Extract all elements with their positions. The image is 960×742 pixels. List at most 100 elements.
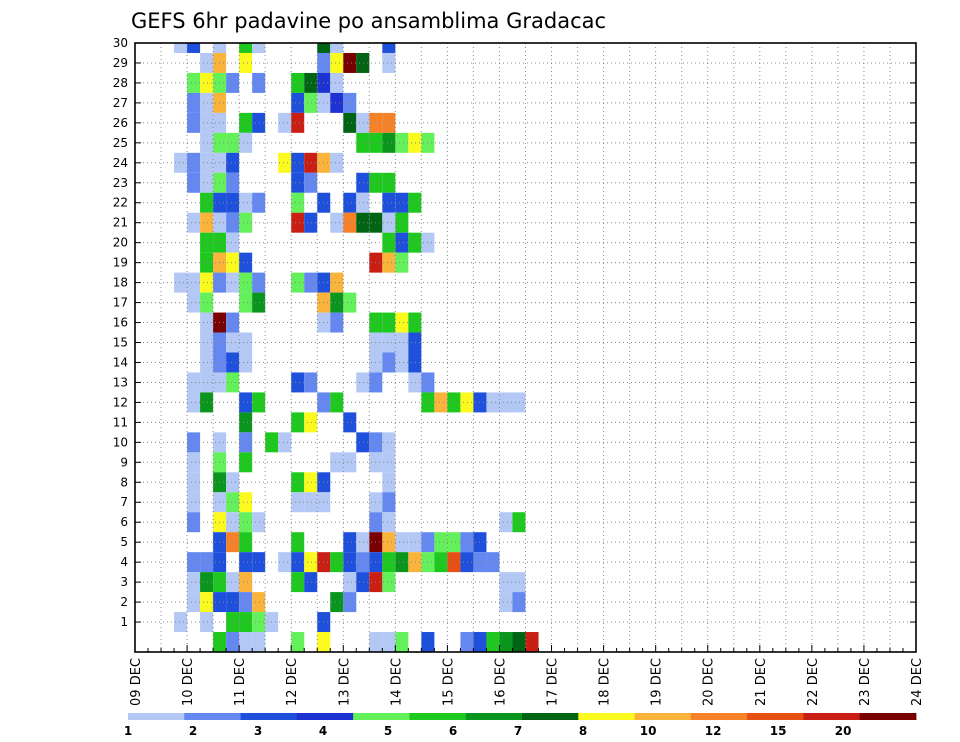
heatmap-cell: [356, 552, 370, 573]
heatmap-cell: [187, 212, 201, 233]
heatmap-cell: [226, 192, 240, 213]
y-tick-label: 25: [113, 136, 128, 150]
y-tick-label: 14: [113, 355, 128, 369]
heatmap-cell: [330, 292, 344, 313]
dotted-grid: [135, 42, 916, 652]
heatmap-cell: [252, 512, 266, 533]
heatmap-cell: [356, 572, 370, 593]
heatmap-cell: [408, 332, 422, 353]
heatmap-cell: [291, 212, 305, 233]
y-tick-label: 28: [113, 76, 128, 90]
heatmap-cell: [343, 412, 357, 433]
heatmap-cell: [200, 552, 214, 573]
heatmap-cell: [187, 452, 201, 473]
heatmap-cell: [343, 532, 357, 553]
heatmap-cell: [291, 192, 305, 213]
heatmap-cell: [226, 592, 240, 613]
heatmap-cell: [486, 552, 500, 573]
heatmap-cell: [239, 392, 253, 413]
heatmap-cell: [382, 232, 396, 253]
heatmap-cell: [304, 272, 318, 293]
heatmap-cell: [252, 72, 266, 93]
heatmap-cell: [174, 43, 188, 53]
heatmap-cell: [200, 572, 214, 593]
heatmap-cell: [304, 552, 318, 573]
heatmap-cell: [200, 312, 214, 333]
heatmap-cell: [278, 112, 292, 133]
heatmap-cell: [239, 512, 253, 533]
heatmap-cell: [187, 92, 201, 113]
heatmap-cell: [226, 252, 240, 273]
heatmap-cell: [330, 152, 344, 173]
colorbar-swatch: [128, 713, 185, 720]
colorbar-tick-label: 4: [319, 724, 327, 738]
heatmap-cell: [187, 592, 201, 613]
heatmap-cell: [291, 632, 305, 652]
heatmap-cell: [200, 372, 214, 393]
heatmap-cell: [330, 272, 344, 293]
y-tick-label: 18: [113, 276, 128, 290]
heatmap-cell: [460, 632, 474, 652]
heatmap-cell: [239, 532, 253, 553]
heatmap-cell: [278, 152, 292, 173]
heatmap-cell: [512, 592, 526, 613]
heatmap-cell: [291, 272, 305, 293]
heatmap-cell: [356, 432, 370, 453]
heatmap-cell: [395, 252, 409, 273]
heatmap-cell: [239, 112, 253, 133]
colorbar-tick-label: 8: [579, 724, 587, 738]
heatmap-cell: [395, 192, 409, 213]
y-tick-label: 6: [120, 515, 128, 529]
heatmap-cell: [304, 172, 318, 193]
heatmap-cell: [200, 72, 214, 93]
heatmap-cell: [226, 472, 240, 493]
heatmap-cell: [356, 532, 370, 553]
heatmap-cell: [395, 332, 409, 353]
heatmap-cell: [200, 252, 214, 273]
y-tick-label: 29: [113, 56, 128, 70]
colorbar-tick-label: 12: [705, 724, 722, 738]
heatmap-cell: [239, 572, 253, 593]
y-tick-label: 23: [113, 176, 128, 190]
heatmap-cell: [291, 372, 305, 393]
heatmap-cell: [187, 392, 201, 413]
x-axis-ticks: 09 DEC 10 DEC 11 DEC 12 DEC 13 DEC 14 DEC 15 D…: [129, 645, 925, 706]
heatmap-cell: [382, 512, 396, 533]
heatmap-cell: [447, 392, 461, 413]
heatmap-cell: [239, 612, 253, 633]
x-tick-label: 18 DEC: [598, 658, 613, 706]
heatmap-cell: [512, 632, 526, 652]
heatmap-cell: [187, 272, 201, 293]
y-tick-label: 16: [113, 316, 128, 330]
heatmap-cell: [304, 412, 318, 433]
heatmap-cell: [239, 492, 253, 513]
heatmap-cell: [291, 552, 305, 573]
heatmap-cell: [408, 532, 422, 553]
heatmap-cell: [239, 552, 253, 573]
heatmap-cell: [239, 452, 253, 473]
heatmap-cell: [512, 512, 526, 533]
heatmap-cell: [408, 312, 422, 333]
heatmap-cell: [200, 172, 214, 193]
x-tick-label: 24 DEC: [910, 658, 925, 706]
heatmap-cell: [200, 192, 214, 213]
heatmap-cell: [395, 632, 409, 652]
x-tick-label: 17 DEC: [546, 658, 561, 706]
heatmap-cell: [486, 632, 500, 652]
heatmap-cell: [447, 532, 461, 553]
heatmap-cell: [499, 392, 513, 413]
heatmap-cell: [226, 272, 240, 293]
heatmap-cell: [187, 492, 201, 513]
y-tick-label: 3: [120, 575, 128, 589]
y-tick-label: 7: [120, 495, 128, 509]
x-tick-label: 16 DEC: [494, 658, 509, 706]
heatmap-cell: [200, 132, 214, 153]
heatmap-cell: [512, 392, 526, 413]
y-tick-label: 12: [113, 395, 128, 409]
heatmap-cell: [226, 612, 240, 633]
heatmap-cell: [382, 552, 396, 573]
heatmap-cell: [252, 612, 266, 633]
heatmap-cell: [382, 452, 396, 473]
heatmap-cell: [343, 572, 357, 593]
y-tick-label: 17: [113, 296, 128, 310]
